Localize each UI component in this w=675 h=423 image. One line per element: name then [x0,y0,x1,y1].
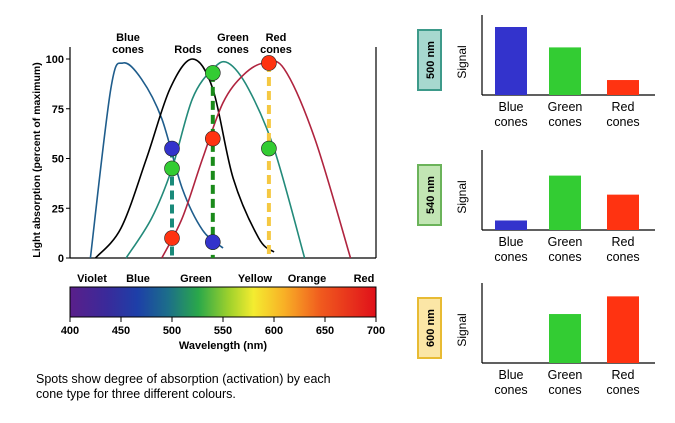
red-cone-curve [161,60,352,259]
bar-category-label: Blue cones [494,235,527,264]
signal-chart-500nm: 500 nm Signal Blue cones Green cones Red cones [417,15,655,129]
wavelength-label-box [417,164,442,226]
red-absorption-spot [205,130,221,147]
bar-category-label: Red cones [606,368,639,397]
caption: Spots show degree of absorption (activat… [36,372,331,401]
wavelength-label: 600 nm [425,309,437,347]
green-cones-label: Green cones [217,32,249,56]
rod-curve [94,58,275,259]
y-tick-label: 75 [52,104,64,116]
signal-chart-600nm: 600 nm Signal Blue cones Green cones Red cones [417,283,655,397]
x-tick-label: 550 [214,325,232,337]
red-absorption-spot [261,55,277,71]
blue-cones-label: Blue cones [112,32,144,56]
color-name-label: Orange [288,273,327,285]
blue-absorption-spot [205,234,221,250]
signal-bar [549,175,581,230]
green-cone-curve [125,60,306,259]
bar-category-label: Red cones [606,235,639,264]
x-tick-label: 650 [316,325,334,337]
green-absorption-spot [205,65,221,81]
signal-bar [549,314,581,363]
x-tick-label: 600 [265,325,283,337]
bar-category-label: Blue cones [494,100,527,129]
y-axis-label: Light absorption (percent of maximum) [31,62,43,257]
y-tick-label: 25 [52,203,64,215]
wavelength-label-box [417,29,442,91]
signal-bar [549,47,581,95]
signal-bar [607,296,639,363]
caption-line: Spots show degree of absorption (activat… [36,372,331,386]
rods-label: Rods [174,44,202,56]
signal-axis-label: Signal [455,180,469,213]
caption-line: cone type for three different colours. [36,387,236,401]
bar-category-label: Green cones [548,235,583,264]
spectrum-bar [69,286,377,318]
signal-bar [495,27,527,95]
blue-cone-curve [89,62,224,259]
color-name-label: Green [180,273,212,285]
y-tick-label: 0 [58,253,64,265]
signal-chart-540nm: 540 nm Signal Blue cones Green cones Red cones [417,150,655,264]
x-tick-label: 500 [163,325,181,337]
color-name-label: Violet [77,273,107,285]
signal-axis-label: Signal [455,313,469,346]
bar-category-label: Red cones [606,100,639,129]
color-name-label: Blue [126,273,150,285]
color-name-label: Red [354,273,375,285]
color-name-label: Yellow [238,273,273,285]
signal-bar [495,220,527,230]
bar-category-label: Blue cones [494,368,527,397]
red-cones-label: Red cones [260,32,292,56]
x-tick-label: 700 [367,325,385,337]
bar-category-label: Green cones [548,100,583,129]
x-tick-label: 400 [61,325,79,337]
blue-absorption-spot [164,140,180,157]
x-tick-label: 450 [112,325,130,337]
green-absorption-spot [261,140,277,157]
green-absorption-spot [164,160,180,177]
red-absorption-spot [164,230,180,246]
y-tick-label: 50 [52,154,64,166]
signal-bar [607,80,639,95]
signal-bar [607,194,639,230]
wavelength-label: 540 nm [425,176,437,214]
y-tick-label: 100 [46,54,64,66]
signal-axis-label: Signal [455,45,469,78]
wavelength-label-box [417,297,442,359]
bar-category-label: Green cones [548,368,583,397]
wavelength-label: 500 nm [425,41,437,79]
x-axis-label: Wavelength (nm) [179,340,268,352]
